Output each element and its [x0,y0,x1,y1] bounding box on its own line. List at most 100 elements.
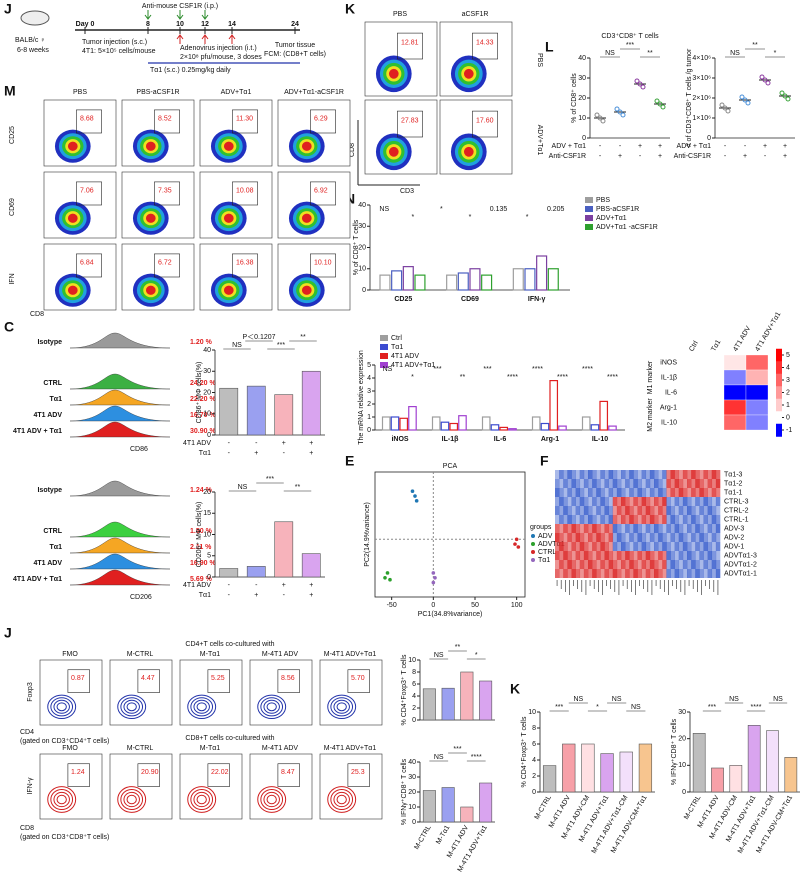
label: 4T1: 5×10⁵ cells/mouse [82,48,156,55]
axis-label: (gated on CD3⁺CD8⁺T cells) [20,834,109,841]
heat-cell [707,470,713,479]
heat-cell [575,542,581,551]
heat-cell [588,488,593,497]
heat-cell [691,560,696,569]
heat-cell [563,497,568,506]
heat-cell [711,497,717,506]
heat-cell [691,569,696,578]
bar [608,425,617,431]
dot [759,74,765,80]
heat-cell [687,542,692,551]
heat-cell [555,515,560,524]
heat-cell [695,479,700,488]
heat-cell [612,488,618,497]
bar [729,765,743,793]
heat-cell [703,497,708,506]
heat-cell [703,551,708,560]
heat-cell [674,470,680,479]
label: PBS-aCSF1R [136,89,179,96]
heat-cell [701,399,725,416]
row-label: Anti-CSF1R [549,153,586,160]
axis-label: % IFNγ⁺CD8⁺ T cells [401,758,408,825]
heat-cell [555,506,560,515]
y-tick-label: 10 [408,804,416,811]
heat-cell [604,506,609,515]
heat-cell [621,506,626,515]
point [431,571,436,575]
heat-cell [563,479,568,488]
gate-value: 6.29 [314,115,328,122]
heat-cell [723,354,747,371]
heat-cell [616,569,622,578]
significance: *** [433,366,441,373]
label: ADV+Tα1-aCSF1R [284,89,344,96]
contour [263,699,280,714]
heat-cell [723,399,747,416]
contour [126,702,137,712]
heat-cell [695,542,700,551]
gate-value: 14.33 [476,40,494,47]
heat-cell [695,533,700,542]
y-tick-label: 10 [358,266,366,273]
heat-cell [687,569,692,578]
heat-cell [658,542,663,551]
row-label: CTRL-3 [724,498,749,505]
heat-cell [649,479,655,488]
bar [600,753,614,793]
colorbar-label: 3 [786,377,790,384]
dot [785,96,791,102]
label: M-Tα1 [200,651,220,658]
heat-cell [579,524,585,533]
heat-cell [670,470,675,479]
heat-cell [596,560,601,569]
heat-cell [703,506,708,515]
sign: - [599,153,602,160]
significance: NS [729,696,739,703]
heat-cell [682,551,688,560]
contour [193,791,210,808]
axis-label: CD206⁺ MΦ cells(%) [196,502,203,568]
gate [67,763,90,787]
bar [766,730,779,793]
heat-cell [649,551,655,560]
row-label: ADV + Tα1 [677,143,712,150]
bar [508,428,517,431]
y-tick-label: 6 [412,681,416,688]
gate-value: 16.38 [236,259,254,266]
bar [547,268,559,291]
heat-cell [612,533,618,542]
heat-cell [579,515,585,524]
label: M-4T1 ADV+Tα1 [324,651,377,658]
heat-cell [678,515,684,524]
heat-cell [621,542,626,551]
heat-cell [678,542,684,551]
heat-cell [588,506,593,515]
heat-cell [637,506,642,515]
arrow-red [228,34,236,44]
axis-label: CD86⁺ MΦ cells(%) [196,362,203,424]
heat-cell [674,542,680,551]
significance: ** [300,334,306,341]
label: BALB/c ♀ [15,37,46,44]
heat-cell [637,479,642,488]
bar [379,274,391,291]
heat-cell [616,542,622,551]
heat-cell [695,524,700,533]
heat-cell [715,551,721,560]
heat-cell [707,515,713,524]
heat-cell [715,470,721,479]
heat-cell [600,506,605,515]
row-label: 4T1 ADV [183,582,211,589]
significance: P＜0.1207 [242,334,275,341]
heat-cell [670,515,675,524]
axis-label: CD3 [400,188,414,195]
contour [50,697,74,717]
dot [722,105,728,111]
heat-cell [600,542,605,551]
significance: **** [557,374,568,381]
heat-cell [559,506,564,515]
heat-cell [588,542,593,551]
x-tick-label: M-Tα1 [435,824,451,845]
contour [120,697,144,717]
heat-cell [608,533,614,542]
